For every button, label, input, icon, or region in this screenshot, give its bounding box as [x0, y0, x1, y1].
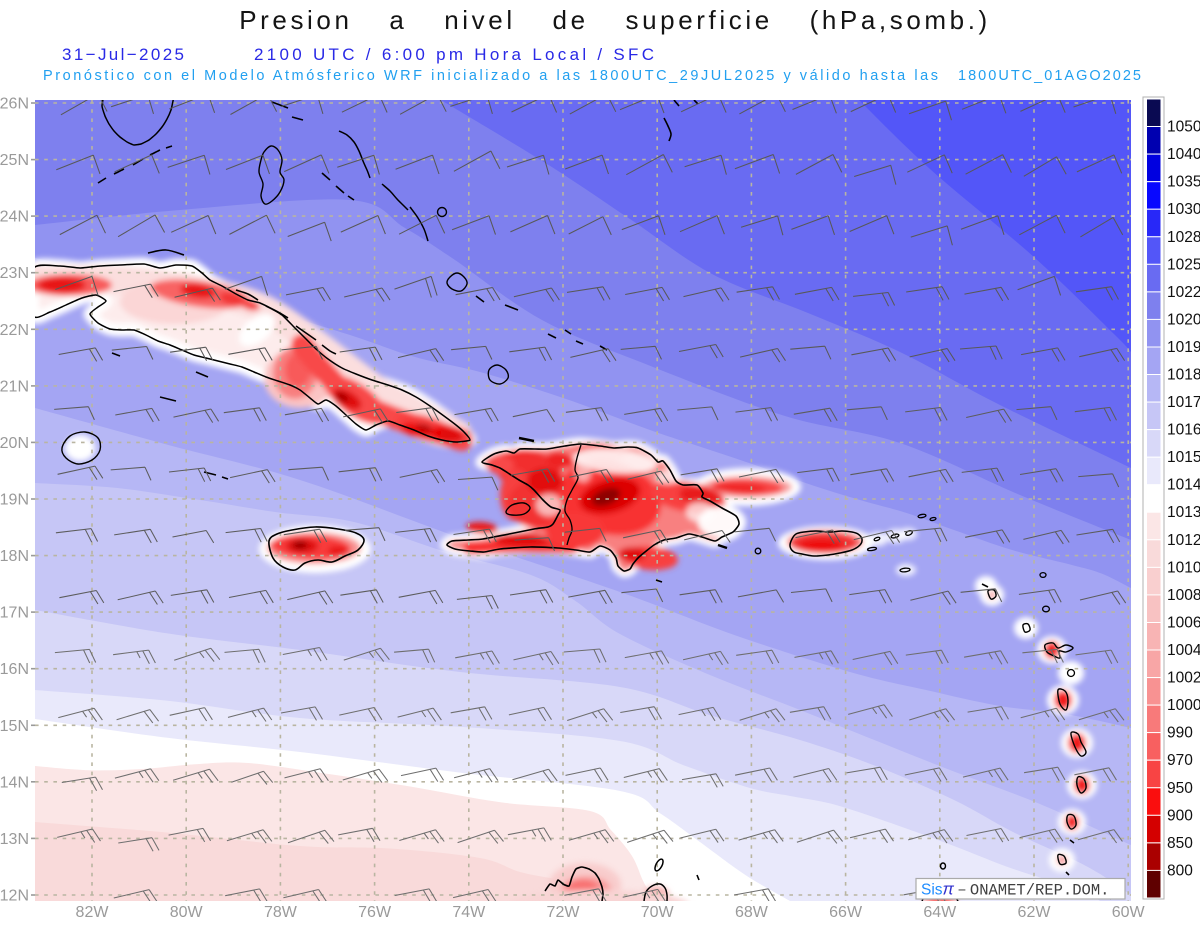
svg-text:13N: 13N: [0, 831, 29, 848]
svg-text:24N: 24N: [0, 209, 29, 226]
svg-text:1050: 1050: [1167, 119, 1200, 136]
svg-text:60W: 60W: [1112, 904, 1146, 921]
svg-text:970: 970: [1167, 752, 1193, 769]
svg-text:1013: 1013: [1167, 504, 1200, 521]
svg-text:1017: 1017: [1167, 394, 1200, 411]
svg-text:1004: 1004: [1167, 642, 1200, 659]
svg-text:76W: 76W: [358, 904, 392, 921]
svg-text:1008: 1008: [1167, 587, 1200, 604]
svg-text:Sisπ − ONAMET/REP.DOM.: Sisπ − ONAMET/REP.DOM.: [921, 880, 1109, 900]
svg-text:950: 950: [1167, 780, 1193, 797]
svg-text:19N: 19N: [0, 492, 29, 509]
svg-text:1019: 1019: [1167, 339, 1200, 356]
svg-text:1014: 1014: [1167, 477, 1200, 494]
svg-text:14N: 14N: [0, 774, 29, 791]
svg-text:800: 800: [1167, 862, 1193, 879]
svg-text:72W: 72W: [547, 904, 581, 921]
svg-text:990: 990: [1167, 725, 1193, 742]
svg-text:1000: 1000: [1167, 697, 1200, 714]
svg-text:1002: 1002: [1167, 670, 1200, 687]
svg-text:17N: 17N: [0, 605, 29, 622]
svg-text:Presion a nivel de superficie: Presion a nivel de superficie (hPa,somb.…: [239, 5, 991, 35]
svg-text:16N: 16N: [0, 661, 29, 678]
svg-text:23N: 23N: [0, 265, 29, 282]
svg-text:1030: 1030: [1167, 201, 1200, 218]
svg-text:18N: 18N: [0, 548, 29, 565]
svg-text:1006: 1006: [1167, 615, 1200, 632]
svg-text:Pronóstico con el Modelo Atmós: Pronóstico con el Modelo Atmósferico WRF…: [43, 68, 938, 84]
svg-text:900: 900: [1167, 807, 1193, 824]
svg-text:26N: 26N: [0, 96, 29, 113]
svg-text:1012: 1012: [1167, 532, 1200, 549]
svg-text:82W: 82W: [76, 904, 110, 921]
svg-text:70W: 70W: [641, 904, 675, 921]
svg-text:1025: 1025: [1167, 256, 1200, 273]
svg-text:31−Jul−2025: 31−Jul−2025: [62, 45, 184, 64]
svg-text:1010: 1010: [1167, 559, 1200, 576]
svg-text:1020: 1020: [1167, 311, 1200, 328]
svg-text:68W: 68W: [735, 904, 769, 921]
svg-text:64W: 64W: [923, 904, 957, 921]
svg-text:1028: 1028: [1167, 229, 1200, 246]
svg-text:20N: 20N: [0, 435, 29, 452]
svg-text:62W: 62W: [1018, 904, 1052, 921]
svg-text:12N: 12N: [0, 888, 29, 905]
svg-text:1018: 1018: [1167, 367, 1200, 384]
svg-text:1800UTC_01AGO2025: 1800UTC_01AGO2025: [958, 68, 1141, 84]
svg-text:66W: 66W: [829, 904, 863, 921]
svg-text:78W: 78W: [264, 904, 298, 921]
svg-text:850: 850: [1167, 835, 1193, 852]
svg-text:2100 UTC / 6:00 pm Hora Local: 2100 UTC / 6:00 pm Hora Local / SFC: [254, 45, 654, 64]
svg-text:21N: 21N: [0, 378, 29, 395]
svg-text:80W: 80W: [170, 904, 204, 921]
svg-text:1040: 1040: [1167, 146, 1200, 163]
svg-text:1016: 1016: [1167, 422, 1200, 439]
svg-text:1015: 1015: [1167, 449, 1200, 466]
svg-text:74W: 74W: [452, 904, 486, 921]
svg-text:22N: 22N: [0, 322, 29, 339]
svg-text:15N: 15N: [0, 718, 29, 735]
svg-text:25N: 25N: [0, 152, 29, 169]
svg-text:1022: 1022: [1167, 284, 1200, 301]
svg-text:1035: 1035: [1167, 174, 1200, 191]
